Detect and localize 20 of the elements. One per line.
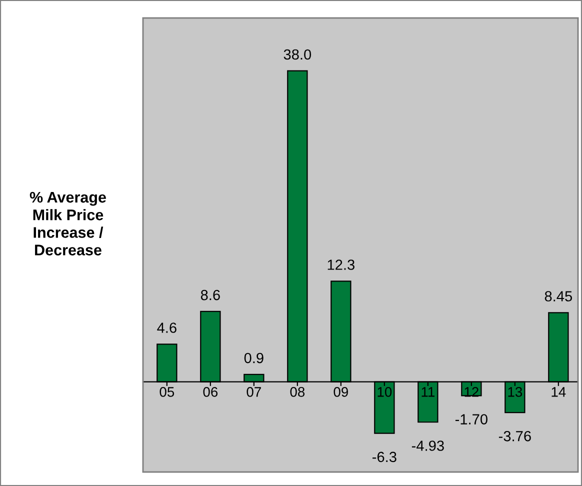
data-label: -1.70: [455, 414, 488, 424]
x-tick-label: 06: [203, 387, 218, 397]
y-axis-title: % Average Milk Price Increase / Decrease: [30, 192, 106, 256]
data-label: 8.6: [200, 290, 220, 300]
x-tick-label: 07: [246, 387, 261, 397]
data-label: -6.3: [372, 452, 396, 462]
x-tick-label: 05: [160, 387, 174, 397]
data-label: 4.6: [157, 322, 176, 333]
data-label: -3.76: [498, 430, 531, 442]
data-label: 38.0: [284, 49, 312, 60]
x-tick-label: 08: [290, 387, 305, 397]
data-label: -4.93: [412, 440, 444, 451]
x-tick-label: 10: [378, 387, 392, 397]
x-tick-label: 14: [552, 387, 566, 397]
data-label: 12.3: [328, 260, 354, 270]
x-tick-label: 11: [422, 387, 434, 397]
data-label: 0.9: [244, 352, 264, 364]
x-tick-label: 09: [334, 387, 348, 397]
x-tick-label: 13: [508, 387, 522, 397]
data-label: 8.45: [544, 291, 572, 302]
